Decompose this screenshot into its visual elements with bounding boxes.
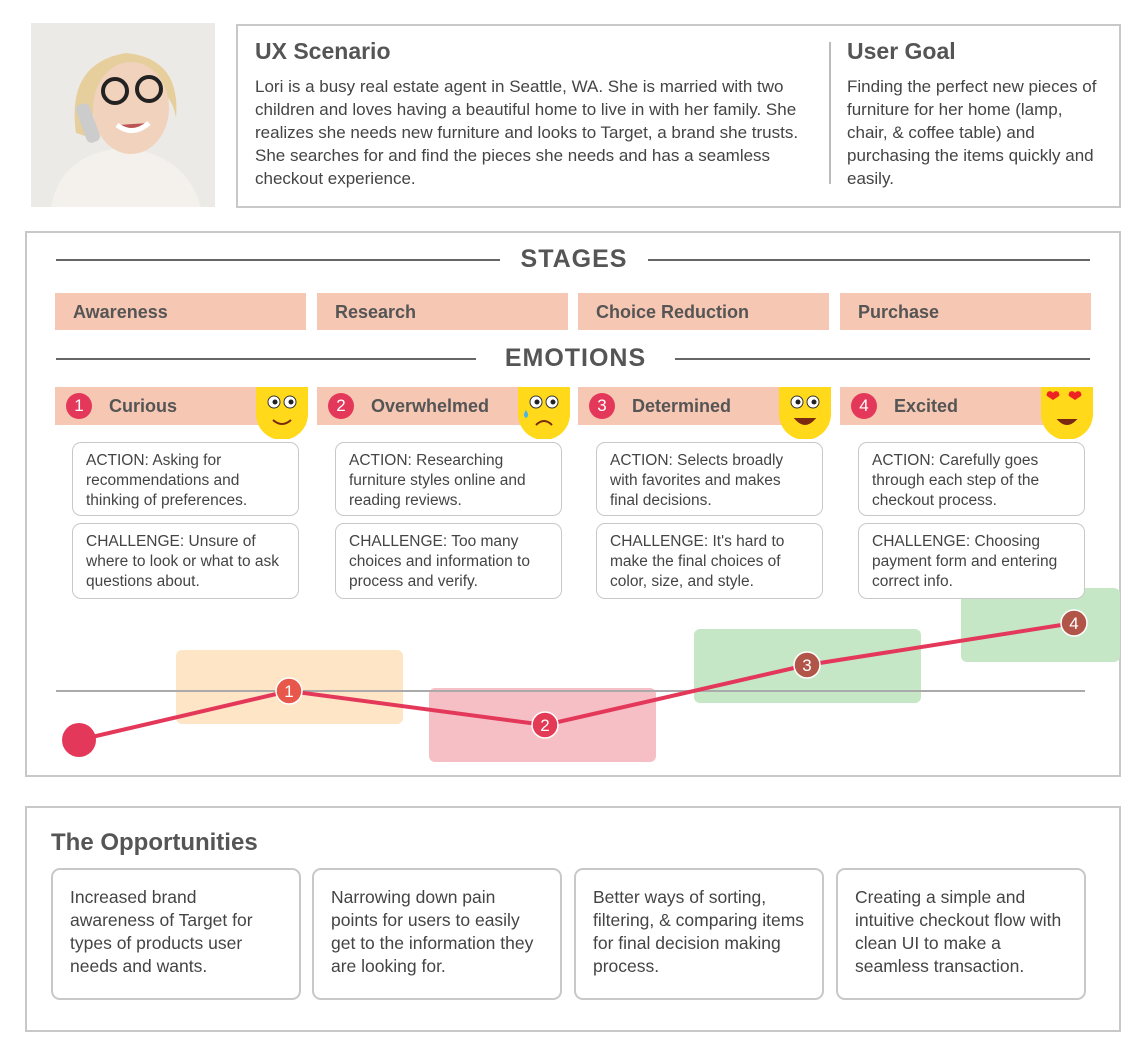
rule: [648, 259, 1090, 261]
opportunities-title: The Opportunities: [51, 829, 258, 856]
rule: [56, 358, 476, 360]
stage-label: Choice Reduction: [578, 293, 829, 330]
challenge-card: CHALLENGE: Choosing payment form and ent…: [858, 523, 1085, 599]
opportunity-card: Creating a simple and intuitive checkout…: [836, 868, 1086, 1000]
challenge-card: CHALLENGE: Too many choices and informat…: [335, 523, 562, 599]
scenario-text: Lori is a busy real estate agent in Seat…: [255, 77, 799, 188]
emotion-curve: 1 2 3 4: [56, 588, 1120, 762]
curve-point-label: 4: [1069, 614, 1078, 633]
scenario-title: UX Scenario: [255, 38, 391, 64]
rule: [56, 259, 500, 261]
goal-title: User Goal: [847, 38, 956, 64]
opportunity-card: Narrowing down pain points for users to …: [312, 868, 562, 1000]
emotion-label: Overwhelmed: [371, 396, 490, 416]
curve-point-label: 3: [802, 656, 811, 675]
emoji: [518, 387, 570, 439]
stage-label: Awareness: [55, 293, 306, 330]
action-card: ACTION: Carefully goes through each step…: [858, 442, 1085, 516]
rule: [675, 358, 1090, 360]
emotions-title: EMOTIONS: [504, 344, 647, 372]
opportunity-card: Increased brand awareness of Target for …: [51, 868, 301, 1000]
curve-point-label: 2: [540, 716, 549, 735]
action-card: ACTION: Asking for recommendations and t…: [72, 442, 299, 516]
scenario-box: [236, 24, 1121, 208]
goal-text: Finding the perfect new pieces of furnit…: [847, 77, 1097, 188]
journey-box: [25, 231, 1121, 777]
stage-label: Research: [317, 293, 568, 330]
emoji: [1041, 387, 1093, 439]
emotion-label: Curious: [109, 396, 178, 416]
curve-point: [793, 651, 821, 679]
curve-point: [1060, 609, 1088, 637]
emotion-number: 1: [66, 393, 92, 419]
emoji: [779, 387, 831, 439]
curve-point: [275, 677, 303, 705]
emotion-number: 2: [328, 393, 354, 419]
emotion-number: 4: [851, 393, 877, 419]
challenge-card: CHALLENGE: It's hard to make the final c…: [596, 523, 823, 599]
curve-point: [531, 711, 559, 739]
emoji: [256, 387, 308, 439]
stages-title: STAGES: [520, 245, 628, 273]
emotion-number: 3: [589, 393, 615, 419]
action-card: ACTION: Selects broadly with favorites a…: [596, 442, 823, 516]
emotion-label: Determined: [632, 396, 732, 416]
stage-label: Purchase: [840, 293, 1091, 330]
persona-photo: [31, 23, 215, 207]
emotion-label: Excited: [894, 396, 959, 416]
opportunity-card: Better ways of sorting, filtering, & com…: [574, 868, 824, 1000]
action-card: ACTION: Researching furniture styles onl…: [335, 442, 562, 516]
opportunities-box: [25, 806, 1121, 1032]
divider: [829, 42, 831, 184]
curve-point-label: 1: [284, 682, 293, 701]
challenge-card: CHALLENGE: Unsure of where to look or wh…: [72, 523, 299, 599]
